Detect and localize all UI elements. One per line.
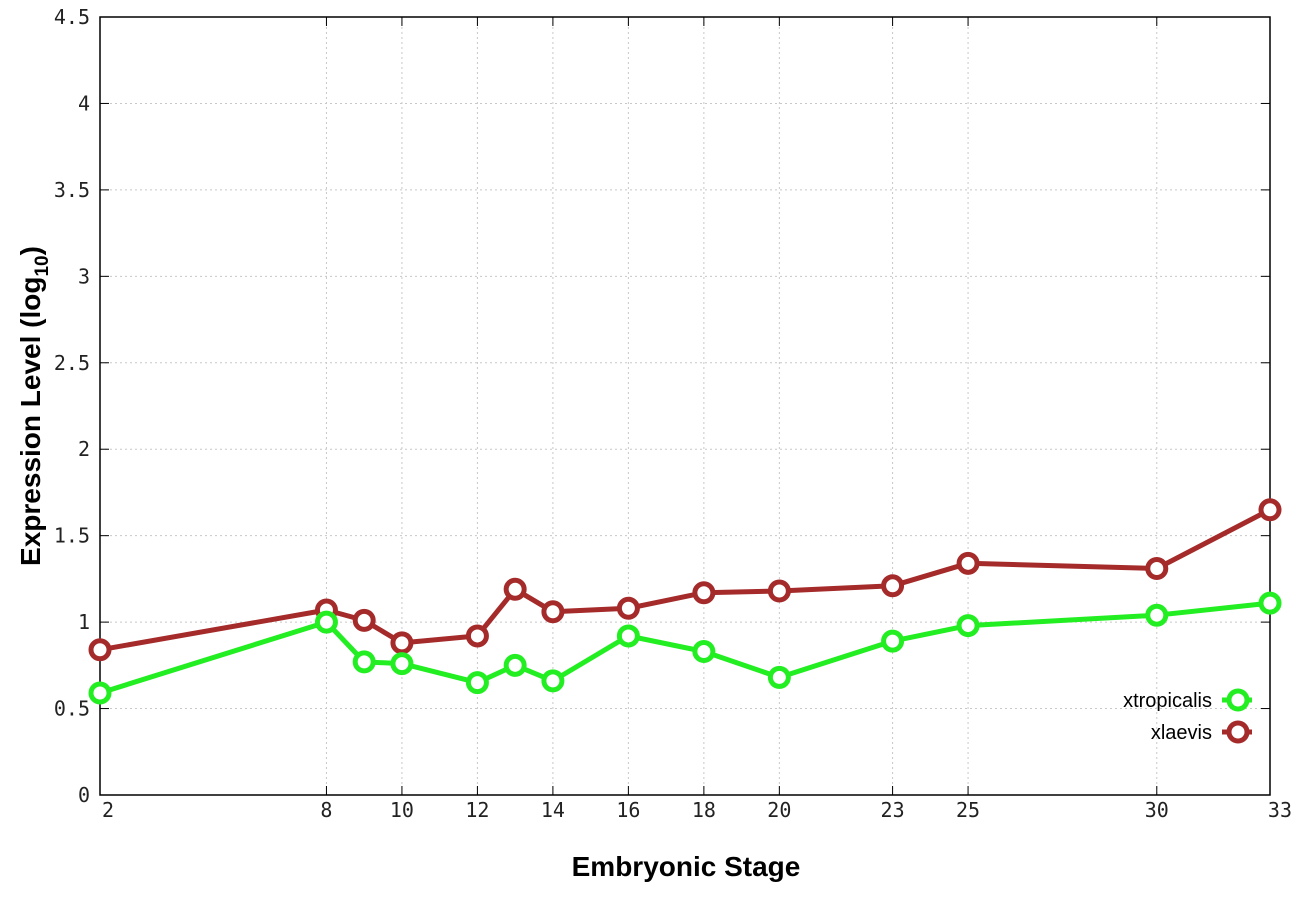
data-point-xlaevis <box>616 596 640 620</box>
y-tick-label: 1 <box>78 610 90 634</box>
x-tick-label: 33 <box>1268 798 1292 822</box>
data-point-xlaevis <box>767 579 791 603</box>
data-point-xtropicalis <box>956 614 980 638</box>
data-point-xlaevis <box>503 577 527 601</box>
tick-labels: 0 0.5 1 1.5 2 2.5 3 3.5 4 4.5 2 8 10 12 14 16 18 20 23 25 30… <box>54 5 1292 822</box>
y-tick-label: 0 <box>78 783 90 807</box>
x-tick-label: 20 <box>767 798 791 822</box>
y-axis-title-main: Expression Level (log <box>15 277 46 566</box>
data-point-xlaevis <box>88 638 112 662</box>
series-xtropicalis <box>88 591 1282 705</box>
data-point-xlaevis <box>541 600 565 624</box>
y-tick-label: 2.5 <box>54 351 90 375</box>
legend-item-xtropicalis: xtropicalis <box>1123 688 1252 712</box>
data-point-xlaevis <box>692 581 716 605</box>
data-point-xlaevis <box>1145 557 1169 581</box>
y-tick-label: 3.5 <box>54 178 90 202</box>
data-point-xtropicalis <box>88 681 112 705</box>
x-tick-label: 12 <box>465 798 489 822</box>
data-point-xtropicalis <box>1145 603 1169 627</box>
x-axis-title: Embryonic Stage <box>572 851 801 882</box>
legend-swatch-marker <box>1226 688 1250 712</box>
x-tick-label: 18 <box>692 798 716 822</box>
y-axis-title-subscript: 10 <box>32 255 53 276</box>
data-point-xtropicalis <box>503 653 527 677</box>
x-tick-label: 25 <box>956 798 980 822</box>
x-tick-label: 30 <box>1145 798 1169 822</box>
data-point-xtropicalis <box>616 624 640 648</box>
y-axis-title-close: ) <box>15 246 46 255</box>
x-tick-label: 14 <box>541 798 565 822</box>
data-point-xtropicalis <box>390 652 414 676</box>
y-tick-label: 4 <box>78 91 90 115</box>
legend: xtropicalis xlaevis <box>1123 688 1252 744</box>
data-point-xlaevis <box>465 624 489 648</box>
y-tick-label: 2 <box>78 437 90 461</box>
y-tick-label: 4.5 <box>54 5 90 29</box>
x-tick-label: 8 <box>320 798 332 822</box>
data-point-xtropicalis <box>881 629 905 653</box>
data-point-xtropicalis <box>692 640 716 664</box>
data-point-xlaevis <box>390 631 414 655</box>
x-tick-label: 10 <box>390 798 414 822</box>
data-point-xtropicalis <box>352 650 376 674</box>
data-point-xtropicalis <box>1258 591 1282 615</box>
y-tick-label: 1.5 <box>54 524 90 548</box>
data-point-xtropicalis <box>541 669 565 693</box>
legend-swatch-marker <box>1226 720 1250 744</box>
data-point-xtropicalis <box>314 610 338 634</box>
x-tick-label: 2 <box>102 798 114 822</box>
legend-label: xtropicalis <box>1123 690 1212 712</box>
legend-label: xlaevis <box>1151 722 1212 744</box>
x-tick-label: 23 <box>881 798 905 822</box>
y-tick-label: 0.5 <box>54 697 90 721</box>
x-tick-label: 16 <box>616 798 640 822</box>
data-point-xtropicalis <box>465 671 489 695</box>
data-point-xlaevis <box>1258 498 1282 522</box>
data-point-xlaevis <box>352 608 376 632</box>
y-axis-title: Expression Level (log10) <box>15 246 53 566</box>
data-point-xlaevis <box>881 574 905 598</box>
legend-item-xlaevis: xlaevis <box>1151 720 1252 744</box>
grid-lines <box>100 17 1270 795</box>
y-tick-label: 3 <box>78 264 90 288</box>
plot-border <box>99 16 1271 796</box>
data-point-xtropicalis <box>767 665 791 689</box>
data-point-xlaevis <box>956 551 980 575</box>
series-layer <box>88 498 1282 705</box>
